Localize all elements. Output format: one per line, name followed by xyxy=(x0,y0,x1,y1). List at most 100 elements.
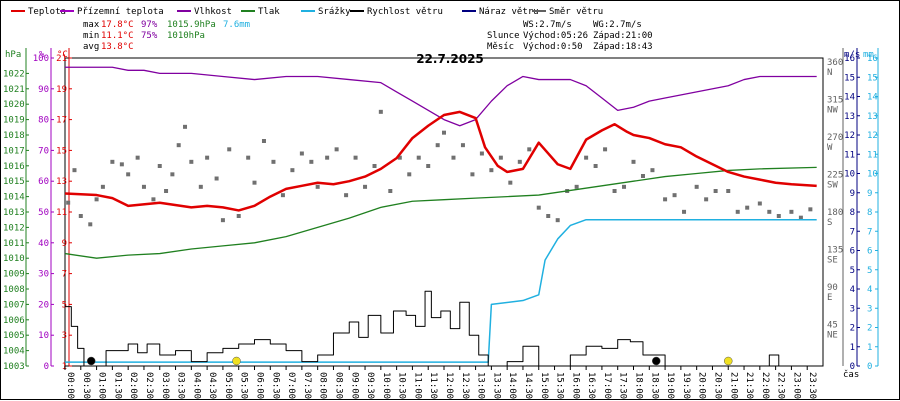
axes: hPa% °C m/s mm10031004100510061007100810091… xyxy=(3,48,879,399)
wind-dir-point xyxy=(315,184,320,189)
info-sunrise: Východ:05:26 xyxy=(523,31,588,41)
ms-tick-label: 13 xyxy=(844,112,855,122)
wind-dir-point xyxy=(325,155,330,160)
legend-label: Náraz větru xyxy=(479,7,539,17)
ms-tick-label: 7 xyxy=(850,227,855,237)
dir-tick-label: N xyxy=(827,68,832,78)
wind-dir-point xyxy=(713,189,718,193)
wind-dir-point xyxy=(426,164,431,168)
wind-dir-point xyxy=(252,180,257,185)
info-wg: WG:2.7m/s xyxy=(593,20,642,30)
stat-min-label: min xyxy=(83,31,99,41)
time-tick-label: 07:30 xyxy=(302,372,312,399)
ms-tick-label: 10 xyxy=(844,170,855,180)
dir-tick-deg: 90 xyxy=(827,283,838,293)
hpa-tick-label: 1007 xyxy=(3,300,25,310)
pct-tick-label: 30 xyxy=(38,270,49,280)
ms-tick-label: 11 xyxy=(844,150,855,160)
time-tick-label: 13:30 xyxy=(491,372,501,399)
mm-tick-label: 15 xyxy=(867,73,878,83)
ms-tick-label: 16 xyxy=(844,54,855,64)
hpa-tick-label: 1003 xyxy=(3,362,25,372)
ms-tick-label: 6 xyxy=(850,247,855,257)
time-tick-label: 15:30 xyxy=(555,372,565,399)
hpa-unit: hPa xyxy=(5,50,21,60)
hpa-tick-label: 1020 xyxy=(3,100,25,110)
temp-tick-label: 7 xyxy=(62,270,67,280)
time-tick-label: 11:00 xyxy=(412,372,422,399)
pct-tick-label: 90 xyxy=(38,85,49,95)
legend-label: Vlhkost xyxy=(194,7,232,17)
wind-dir-point xyxy=(72,168,77,173)
wind-speed-line xyxy=(65,290,817,367)
wind-dir-point xyxy=(451,155,456,160)
wind-dir-point xyxy=(344,193,349,198)
time-tick-label: 18:30 xyxy=(649,372,659,399)
pct-tick-label: 0 xyxy=(44,362,49,372)
time-tick-label: 14:00 xyxy=(507,372,517,399)
mm-tick-label: 2 xyxy=(867,324,872,334)
wind-dir-point xyxy=(363,184,368,189)
hpa-tick-label: 1013 xyxy=(3,208,25,218)
stats-panel: max 17.8°C 97% 1015.9hPa 7.6mm min 11.1°… xyxy=(83,20,653,52)
wind-dir-point xyxy=(622,184,627,189)
wind-dir-point xyxy=(416,155,421,160)
dir-tick-deg: 315 xyxy=(827,96,843,106)
stat-max-label: max xyxy=(83,20,100,30)
time-tick-label: 06:00 xyxy=(255,372,265,399)
time-tick-label: 19:30 xyxy=(681,372,691,399)
wind-dir-point xyxy=(767,209,772,214)
info-sunset: Západ:21:00 xyxy=(593,31,653,41)
hpa-tick-label: 1014 xyxy=(3,193,25,203)
wind-dir-point xyxy=(798,215,803,220)
wind-dir-point xyxy=(126,172,131,177)
pct-tick-label: 70 xyxy=(38,146,49,156)
wind-dir-point xyxy=(704,197,709,202)
stat-min-hum: 75% xyxy=(141,31,158,41)
dir-tick-label: W xyxy=(827,143,833,153)
info-moon-label: Měsíc xyxy=(487,42,514,52)
time-tick-label: 22:30 xyxy=(776,372,786,399)
legend-label: Srážky xyxy=(318,7,351,17)
wind-dir-point xyxy=(189,159,194,164)
legend-label: Rychlost větru xyxy=(367,7,443,17)
wind-dir-point xyxy=(135,155,140,160)
time-tick-label: 07:00 xyxy=(286,372,296,399)
wind-dir-point xyxy=(694,184,699,189)
wind-dir-point xyxy=(334,147,339,152)
mm-tick-label: 13 xyxy=(867,112,878,122)
wind-dir-point xyxy=(546,214,551,218)
sunrise-marker xyxy=(232,356,241,366)
wind-dir-point xyxy=(66,200,71,205)
time-tick-label: 01:00 xyxy=(97,372,107,399)
time-tick-label: 08:30 xyxy=(333,372,343,399)
time-tick-label: 19:00 xyxy=(665,372,675,399)
ms-tick-label: 4 xyxy=(850,285,855,295)
wind-dir-point xyxy=(290,168,295,173)
temp-tick-label: 17 xyxy=(56,116,67,126)
time-tick-label: 09:30 xyxy=(365,372,375,399)
humidity-line xyxy=(65,66,817,127)
x-axis-label: čas xyxy=(843,369,859,380)
ms-tick-label: 14 xyxy=(844,93,855,103)
wind-dir-point xyxy=(479,151,484,156)
mm-tick-label: 0 xyxy=(867,362,872,372)
time-tick-label: 10:00 xyxy=(381,372,391,399)
time-tick-label: 11:30 xyxy=(428,372,438,399)
dir-tick-label: SE xyxy=(827,256,838,266)
mm-tick-label: 8 xyxy=(867,208,872,218)
time-tick-label: 12:00 xyxy=(444,372,454,399)
time-tick-label: 15:00 xyxy=(539,372,549,399)
ms-tick-label: 3 xyxy=(850,304,855,314)
hpa-tick-label: 1018 xyxy=(3,131,25,141)
info-sun-label: Slunce xyxy=(487,31,520,41)
wind-dir-point xyxy=(372,164,377,168)
stat-min-press: 1010hPa xyxy=(167,31,205,41)
wind-dir-point xyxy=(88,222,93,227)
time-tick-label: 05:00 xyxy=(223,372,233,399)
wind-dir-point xyxy=(527,147,532,152)
wind-dir-point xyxy=(214,176,219,181)
wind-dir-point xyxy=(170,172,175,177)
wind-dir-point xyxy=(498,155,503,160)
hpa-tick-label: 1008 xyxy=(3,285,25,295)
